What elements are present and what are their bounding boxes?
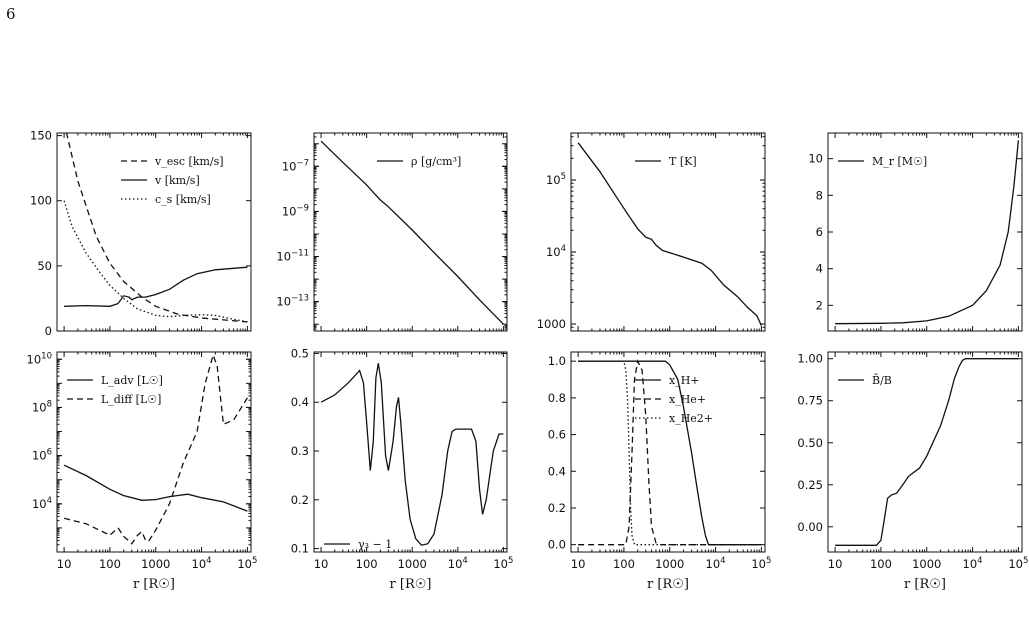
ion-xlabel: r [R☉] <box>647 577 689 592</box>
ion-ytick-label: 0.4 <box>548 464 566 478</box>
gamma-xtick-label: 1000 <box>398 557 427 571</box>
vel-ytick-label: 150 <box>30 129 52 143</box>
lum-series-2 <box>63 352 248 545</box>
ion-legend-label: x_H+ <box>669 374 700 387</box>
panel-b-ratio: 0.00 0.25 0.50 0.75 1.00 10 100 1000 104 105 r [R☉… <box>797 351 1028 592</box>
lum-xtick-label: 104 <box>192 556 212 571</box>
vel-series-2 <box>64 266 248 307</box>
vel-series-3 <box>63 200 248 323</box>
rho-ytick-label: 10−9 <box>282 203 309 218</box>
gamma-xtick-label: 104 <box>448 556 468 571</box>
ion-series-2 <box>578 359 762 546</box>
panel-enclosed-mass: 2 4 6 8 10 M_r [M☉] <box>808 132 1023 332</box>
gamma-ytick-label: 0.3 <box>291 444 309 458</box>
gamma-xtick-label: 10 <box>314 557 329 571</box>
lum-ytick-label: 1010 <box>27 351 52 366</box>
lum-xlabel: r [R☉] <box>133 577 175 592</box>
mass-ytick-label: 2 <box>816 298 823 312</box>
rho-ytick-label: 10−7 <box>282 158 309 173</box>
bfield-xtick-label: 105 <box>1008 556 1028 571</box>
temp-series-1 <box>577 142 762 326</box>
mass-legend-label: M_r [M☉] <box>872 155 927 168</box>
bfield-xtick-label: 10 <box>828 557 843 571</box>
lum-ytick-label: 104 <box>32 496 52 511</box>
vel-legend-label: c_s [km/s] <box>155 193 211 206</box>
ion-xtick-label: 100 <box>613 557 635 571</box>
ion-ytick-label: 0.8 <box>548 391 566 405</box>
lum-series-1 <box>63 464 248 512</box>
bfield-xtick-label: 100 <box>870 557 892 571</box>
bfield-xlabel: r [R☉] <box>904 577 946 592</box>
ion-ytick-label: 0.2 <box>548 501 566 515</box>
gamma-ytick-label: 0.1 <box>291 542 309 556</box>
bfield-ytick-label: 0.50 <box>797 436 823 450</box>
gamma-legend-label: γ₃ − 1 <box>358 538 392 551</box>
mass-ytick-label: 6 <box>816 225 823 239</box>
panel-velocity: 0 50 100 150 v_esc [km/s] v [km/s] c_s [km/s] <box>30 129 252 338</box>
gamma-series-1 <box>320 363 504 546</box>
ion-xtick-label: 10 <box>571 557 586 571</box>
panel-temperature: 1000 104 105 T [K] <box>537 132 766 332</box>
mass-series-1 <box>835 140 1020 325</box>
lum-legend-label: L_diff [L☉] <box>101 393 161 406</box>
lum-ytick-label: 106 <box>32 448 52 463</box>
ion-series-3 <box>578 360 762 546</box>
temp-ytick-label: 105 <box>546 172 566 187</box>
ion-ytick-label: 0.0 <box>548 538 566 552</box>
gamma-ytick-label: 0.2 <box>291 493 309 507</box>
ion-legend-label: x_He2+ <box>669 412 713 425</box>
lum-legend-label: L_adv [L☉] <box>101 374 163 387</box>
temp-ytick-label: 1000 <box>537 317 566 331</box>
mass-ytick-label: 4 <box>816 262 823 276</box>
lum-xtick-label: 100 <box>99 557 121 571</box>
vel-ytick-label: 50 <box>37 259 52 273</box>
temp-ytick-label: 104 <box>546 244 566 259</box>
gamma-xtick-label: 100 <box>356 557 378 571</box>
ion-xtick-label: 105 <box>751 556 771 571</box>
bfield-frame <box>827 351 1023 553</box>
vel-ytick-label: 0 <box>45 324 52 338</box>
bfield-legend-label: B̄/B <box>872 374 892 387</box>
ion-ytick-label: 0.6 <box>548 428 566 442</box>
ion-frame <box>570 351 766 553</box>
bfield-xtick-label: 104 <box>963 556 983 571</box>
bfield-xtick-label: 1000 <box>912 557 941 571</box>
page-number: 6 <box>6 5 16 23</box>
panel-gamma3: 0.1 0.2 0.3 0.4 0.5 10 100 1000 104 105 r [R☉] γ₃ −… <box>291 346 514 592</box>
gamma-ytick-label: 0.4 <box>291 395 309 409</box>
vel-legend-label: v_esc [km/s] <box>154 155 224 168</box>
ion-series-1 <box>578 360 762 546</box>
mass-ytick-label: 10 <box>808 152 823 166</box>
rho-ytick-label: 10−13 <box>276 294 309 309</box>
ion-legend-label: x_He+ <box>669 393 706 406</box>
ion-ytick-label: 1.0 <box>548 354 566 368</box>
lum-xtick-label: 105 <box>237 556 257 571</box>
temp-frame <box>570 132 766 332</box>
lum-ytick-label: 108 <box>32 399 52 414</box>
vel-legend-label: v [km/s] <box>154 174 200 187</box>
temp-legend-label: T [K] <box>669 155 697 168</box>
gamma-xlabel: r [R☉] <box>390 577 432 592</box>
vel-ytick-label: 100 <box>30 194 52 208</box>
mass-ytick-label: 8 <box>816 188 823 202</box>
bfield-ytick-label: 0.75 <box>797 394 823 408</box>
ion-xtick-label: 1000 <box>655 557 684 571</box>
rho-series-1 <box>320 140 504 325</box>
rho-ytick-label: 10−11 <box>276 249 309 264</box>
vel-series-1 <box>65 133 248 323</box>
gamma-ytick-label: 0.5 <box>291 346 309 360</box>
gamma-xtick-label: 105 <box>493 556 513 571</box>
bfield-series-1 <box>835 358 1019 546</box>
lum-xtick-label: 10 <box>57 557 72 571</box>
lum-xtick-label: 1000 <box>141 557 170 571</box>
bfield-ytick-label: 0.25 <box>797 478 823 492</box>
ion-xtick-label: 104 <box>706 556 726 571</box>
panel-ionization: 0.0 0.2 0.4 0.6 0.8 1.0 10 100 1000 104 105 r [R☉] x… <box>548 351 771 592</box>
rho-legend-label: ρ [g/cm³] <box>411 155 461 168</box>
bfield-ytick-label: 1.00 <box>797 352 823 366</box>
bfield-ytick-label: 0.00 <box>797 520 823 534</box>
panel-density: 10−13 10−11 10−9 10−7 ρ [g/cm³] <box>276 132 508 332</box>
